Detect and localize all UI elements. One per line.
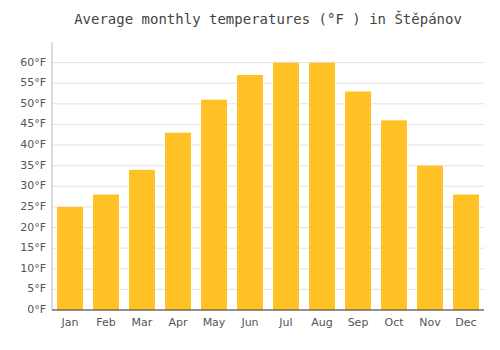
x-tick-label: Oct	[384, 316, 404, 329]
x-tick-label: Jan	[61, 316, 79, 329]
x-tick-label: Apr	[168, 316, 188, 329]
x-axis-line	[52, 310, 484, 311]
y-tick-label: 15°F	[20, 241, 46, 254]
y-axis: 0°F 5°F 10°F 15°F 20°F 25°F 30°F 35°F 40°F 45°F 50…	[20, 56, 484, 316]
y-tick-label: 40°F	[20, 138, 46, 151]
chart-container: 0°F 5°F 10°F 15°F 20°F 25°F 30°F 35°F 40°F 45°F 50…	[0, 0, 500, 350]
y-tick-label: 10°F	[20, 262, 46, 275]
bar	[273, 63, 299, 310]
x-tick-label: Mar	[132, 316, 153, 329]
grid-line	[52, 145, 484, 146]
chart: 0°F 5°F 10°F 15°F 20°F 25°F 30°F 35°F 40°F 45°F 50…	[0, 0, 500, 350]
grid-line	[52, 62, 484, 63]
bar	[237, 75, 263, 310]
y-axis-line	[52, 42, 53, 310]
x-axis: Jan Feb Mar Apr May Jun Jul Aug Sep Oct Nov Dec	[61, 316, 477, 329]
bar	[345, 91, 371, 310]
y-tick-label: 55°F	[20, 76, 46, 89]
grid-line	[52, 310, 484, 311]
grid-line	[52, 83, 484, 84]
bar	[129, 170, 155, 310]
bar	[165, 133, 191, 310]
bar	[381, 120, 407, 310]
x-tick-label: Jun	[240, 316, 258, 329]
y-tick-label: 45°F	[20, 117, 46, 130]
grid-line	[52, 103, 484, 104]
y-tick-label: 60°F	[20, 56, 46, 69]
y-tick-label: 35°F	[20, 159, 46, 172]
x-tick-label: Nov	[419, 316, 441, 329]
x-tick-label: Feb	[96, 316, 115, 329]
bar	[309, 63, 335, 310]
chart-title: Average monthly temperatures (°F ) in Št…	[74, 10, 462, 27]
x-tick-label: Jul	[278, 316, 292, 329]
x-tick-label: Dec	[455, 316, 476, 329]
x-tick-label: Aug	[311, 316, 332, 329]
bar	[201, 100, 227, 310]
y-tick-label: 50°F	[20, 97, 46, 110]
grid-line	[52, 124, 484, 125]
y-tick-label: 0°F	[27, 303, 46, 316]
x-tick-label: May	[203, 316, 226, 329]
bar	[57, 207, 83, 310]
y-tick-label: 5°F	[27, 282, 46, 295]
y-tick-label: 20°F	[20, 221, 46, 234]
x-tick-label: Sep	[348, 316, 369, 329]
bars	[57, 63, 479, 310]
bar	[93, 195, 119, 310]
y-tick-label: 30°F	[20, 179, 46, 192]
y-tick-label: 25°F	[20, 200, 46, 213]
bar	[453, 195, 479, 310]
bar	[417, 166, 443, 310]
